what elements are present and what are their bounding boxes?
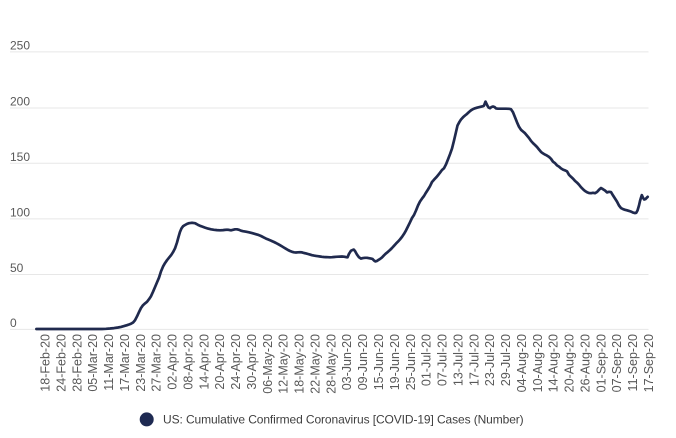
svg-text:200: 200 — [10, 95, 30, 109]
svg-text:14-Aug-20: 14-Aug-20 — [547, 334, 561, 392]
svg-text:0: 0 — [10, 316, 17, 330]
svg-text:01-Sep-20: 01-Sep-20 — [594, 334, 608, 392]
svg-text:24-Apr-20: 24-Apr-20 — [229, 334, 243, 390]
svg-text:05-Mar-20: 05-Mar-20 — [86, 334, 100, 392]
svg-text:24-Feb-20: 24-Feb-20 — [54, 334, 68, 392]
svg-text:17-Jul-20: 17-Jul-20 — [467, 334, 481, 386]
svg-text:18-Feb-20: 18-Feb-20 — [39, 334, 53, 392]
svg-text:25-Jun-20: 25-Jun-20 — [404, 334, 418, 390]
svg-text:30-Apr-20: 30-Apr-20 — [245, 334, 259, 390]
svg-text:08-Apr-20: 08-Apr-20 — [181, 334, 195, 390]
svg-text:13-Jul-20: 13-Jul-20 — [451, 334, 465, 386]
svg-text:23-Mar-20: 23-Mar-20 — [134, 334, 148, 392]
svg-text:07-Jul-20: 07-Jul-20 — [436, 334, 450, 386]
svg-text:23-Jul-20: 23-Jul-20 — [483, 334, 497, 386]
svg-text:10-Aug-20: 10-Aug-20 — [531, 334, 545, 392]
svg-text:11-Mar-20: 11-Mar-20 — [102, 334, 116, 391]
svg-text:17-Mar-20: 17-Mar-20 — [118, 334, 132, 392]
svg-text:14-Apr-20: 14-Apr-20 — [197, 334, 211, 390]
svg-text:02-Apr-20: 02-Apr-20 — [166, 334, 180, 390]
svg-text:20-Aug-20: 20-Aug-20 — [563, 334, 577, 392]
svg-text:20-Apr-20: 20-Apr-20 — [213, 334, 227, 390]
svg-text:04-Aug-20: 04-Aug-20 — [515, 334, 529, 392]
svg-text:250: 250 — [10, 38, 30, 52]
svg-text:50: 50 — [10, 261, 24, 275]
svg-text:07-Sep-20: 07-Sep-20 — [610, 334, 624, 392]
svg-text:01-Jul-20: 01-Jul-20 — [420, 334, 434, 386]
svg-text:28-May-20: 28-May-20 — [324, 334, 338, 394]
svg-text:US: Cumulative Confirmed Coron: US: Cumulative Confirmed Coronavirus [CO… — [163, 413, 524, 427]
svg-text:12-May-20: 12-May-20 — [277, 334, 291, 394]
svg-text:18-May-20: 18-May-20 — [293, 334, 307, 394]
svg-text:28-Feb-20: 28-Feb-20 — [70, 334, 84, 392]
svg-text:100: 100 — [10, 205, 30, 219]
svg-text:15-Jun-20: 15-Jun-20 — [372, 334, 386, 390]
svg-text:22-May-20: 22-May-20 — [308, 334, 322, 394]
svg-text:26-Aug-20: 26-Aug-20 — [578, 334, 592, 392]
svg-text:17-Sep-20: 17-Sep-20 — [642, 334, 656, 392]
svg-text:09-Jun-20: 09-Jun-20 — [356, 334, 370, 390]
svg-text:06-May-20: 06-May-20 — [261, 334, 275, 394]
svg-text:150: 150 — [10, 150, 30, 164]
svg-text:11-Sep-20: 11-Sep-20 — [626, 334, 640, 391]
svg-text:29-Jul-20: 29-Jul-20 — [499, 334, 513, 386]
svg-text:03-Jun-20: 03-Jun-20 — [340, 334, 354, 390]
svg-text:27-Mar-20: 27-Mar-20 — [150, 334, 164, 392]
svg-text:19-Jun-20: 19-Jun-20 — [388, 334, 402, 390]
